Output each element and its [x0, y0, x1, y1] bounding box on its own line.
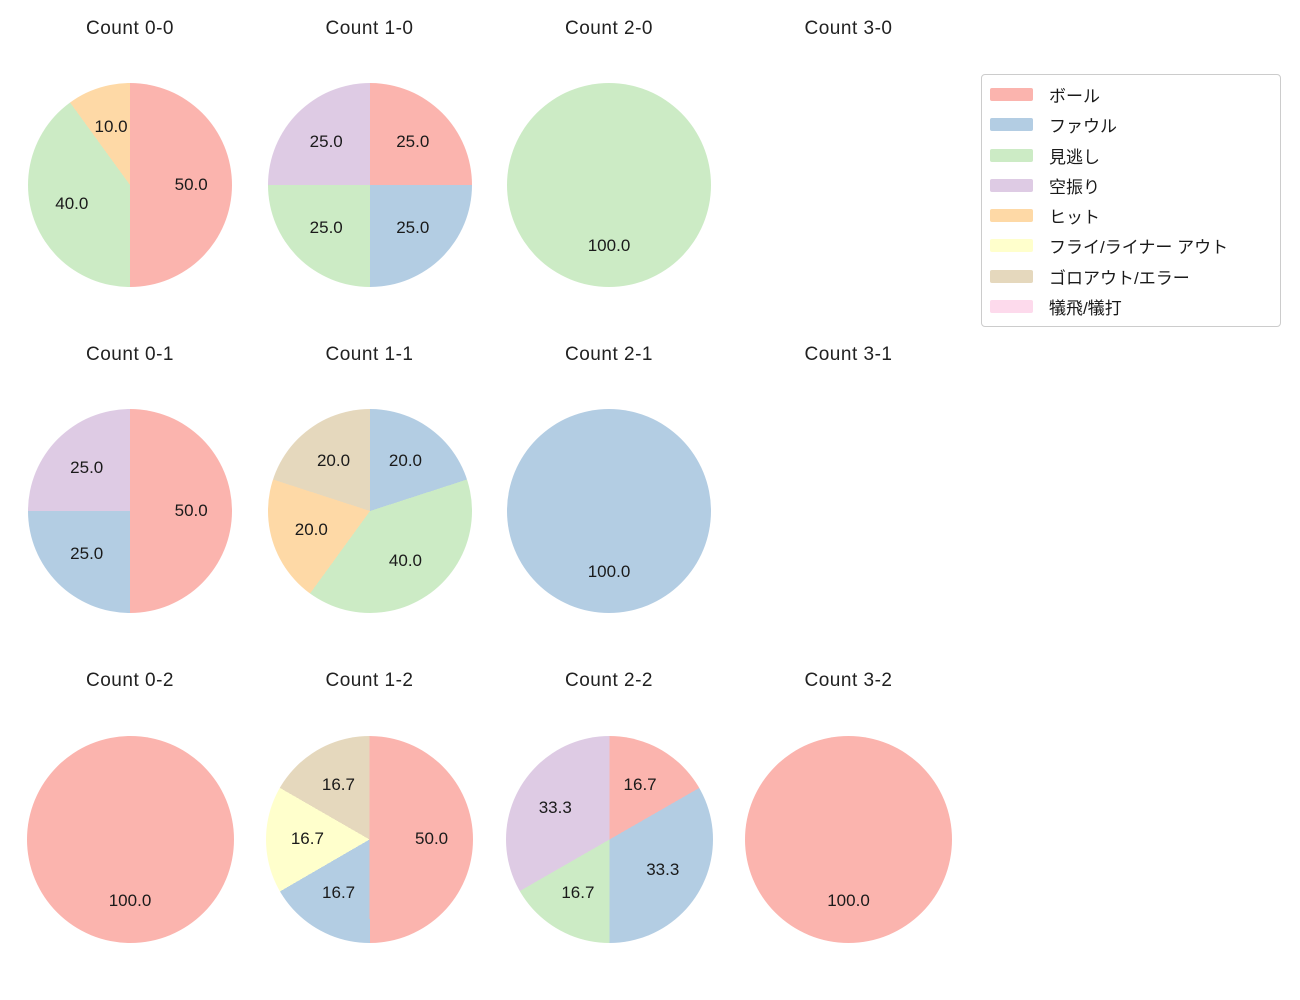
pie-slice-label: 100.0 [587, 562, 631, 582]
legend-label-sacrifice: 犠飛/犠打 [1049, 298, 1122, 318]
pie-slice-label: 40.0 [55, 193, 89, 213]
pie-slice-label: 25.0 [70, 457, 104, 477]
legend-swatch-hit [990, 209, 1033, 223]
pie-slice-label: 100.0 [108, 891, 152, 911]
legend-label-ball: ボール [1049, 87, 1100, 107]
pie-slice-label: 10.0 [94, 116, 128, 136]
legend-item-sacrifice: 犠飛/犠打 [990, 292, 1272, 321]
legend-label-foul: ファウル [1049, 117, 1117, 137]
legend-swatch-groundout-error [990, 269, 1033, 283]
legend-item-foul: ファウル [990, 110, 1272, 139]
pie-slice-label: 50.0 [174, 175, 208, 194]
pie-slice-label: 25.0 [309, 218, 343, 238]
legend-swatch-swinging-strike [990, 178, 1033, 192]
legend-label-hit: ヒット [1049, 208, 1100, 228]
legend-item-swinging-strike: 空振り [990, 171, 1272, 200]
pie-count-1-0 [267, 83, 472, 287]
chart-title-count-3-1: Count 3-1 [804, 344, 893, 365]
chart-title-count-0-0: Count 0-0 [86, 18, 174, 39]
legend-item-fly-liner-out: フライ/ライナー アウト [990, 231, 1272, 260]
legend-swatch-foul [990, 118, 1033, 132]
pie-slice-label: 16.7 [623, 775, 657, 795]
pie-slice-label: 16.7 [322, 882, 356, 902]
pie-slice-label: 100.0 [587, 236, 631, 256]
pie-count-0-0 [28, 83, 232, 287]
chart-title-count-2-0: Count 2-0 [565, 18, 653, 39]
pie-slice-label: 33.3 [538, 797, 572, 817]
chart-title-count-0-2: Count 0-2 [86, 670, 174, 691]
legend-label-fly-liner-out: フライ/ライナー アウト [1049, 238, 1229, 258]
pie-count-3-2 [745, 735, 952, 943]
pie-slice-label: 16.7 [561, 882, 595, 902]
pie-count-0-1 [28, 409, 232, 613]
legend-swatch-sacrifice [990, 299, 1033, 313]
pie-slice-label: 20.0 [316, 451, 351, 471]
pie-count-1-2 [266, 735, 473, 943]
legend-item-called-strike: 見逃し [990, 141, 1272, 170]
pie-slice-label: 25.0 [396, 218, 430, 238]
legend-label-swinging-strike: 空振り [1049, 177, 1100, 197]
legend-item-hit: ヒット [990, 201, 1272, 230]
pie-count-2-2 [505, 735, 713, 943]
chart-title-count-3-0: Count 3-0 [804, 18, 893, 39]
legend-item-ball: ボール [990, 80, 1272, 109]
pie-slice-label: 20.0 [294, 519, 328, 539]
legend-swatch-ball [990, 88, 1033, 102]
legend-swatch-called-strike [990, 148, 1033, 162]
chart-title-count-0-1: Count 0-1 [86, 344, 174, 365]
chart-title-count-1-2: Count 1-2 [325, 670, 414, 691]
pie-slice-label: 100.0 [827, 891, 870, 911]
pie-count-2-1 [507, 409, 711, 613]
legend-item-groundout-error: ゴロアウト/エラー [990, 262, 1272, 291]
legend-label-groundout-error: ゴロアウト/エラー [1049, 268, 1190, 288]
pie-slice-label: 25.0 [309, 131, 343, 151]
pie-slice-label: 16.7 [321, 775, 355, 795]
pie-slice-label: 50.0 [174, 501, 208, 520]
chart-title-count-1-0: Count 1-0 [325, 18, 414, 39]
pie-count-1-1 [267, 409, 472, 613]
pie-slice-label: 20.0 [388, 451, 423, 471]
chart-title-count-2-1: Count 2-1 [565, 344, 653, 365]
pie-slice-label: 50.0 [415, 828, 449, 848]
pie-slice-label: 25.0 [396, 131, 430, 151]
legend-label-called-strike: 見逃し [1049, 147, 1100, 167]
legend: ボール ファウル 見逃し 空振り ヒット フライ/ライナー アウト ゴロアウト/… [981, 74, 1281, 327]
pie-slice-label: 40.0 [388, 550, 423, 570]
chart-title-count-2-2: Count 2-2 [565, 670, 653, 691]
pie-count-0-2 [26, 735, 234, 943]
pie-slice-label: 16.7 [290, 829, 324, 849]
pie-slice-label: 25.0 [70, 544, 104, 564]
pie-slice-label: 33.3 [646, 860, 680, 880]
pie-count-2-0 [507, 83, 711, 287]
legend-swatch-fly-liner-out [990, 239, 1033, 253]
chart-title-count-3-2: Count 3-2 [804, 670, 893, 691]
chart-title-count-1-1: Count 1-1 [325, 344, 414, 365]
